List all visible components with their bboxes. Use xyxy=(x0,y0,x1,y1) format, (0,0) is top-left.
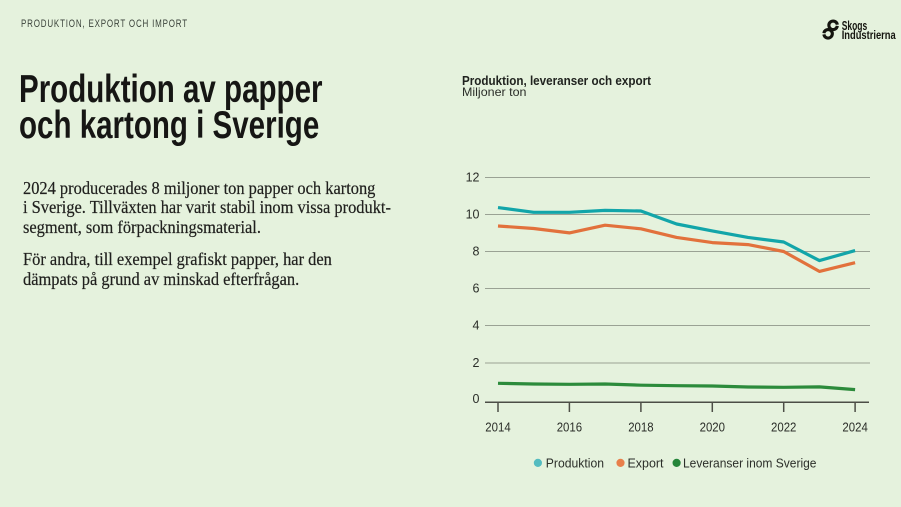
svg-text:0: 0 xyxy=(473,392,480,406)
svg-text:2024: 2024 xyxy=(842,421,867,435)
svg-text:Skogs: Skogs xyxy=(842,19,868,33)
svg-text:10: 10 xyxy=(466,208,480,222)
svg-text:2020: 2020 xyxy=(700,421,725,435)
svg-text:Produktion: Produktion xyxy=(546,456,604,470)
svg-text:Export: Export xyxy=(628,456,665,470)
svg-text:2014: 2014 xyxy=(485,421,510,435)
svg-text:4: 4 xyxy=(473,319,480,333)
svg-text:2018: 2018 xyxy=(628,421,653,435)
svg-text:Leveranser inom Sverige: Leveranser inom Sverige xyxy=(683,456,817,470)
svg-text:Miljoner ton: Miljoner ton xyxy=(462,85,527,99)
svg-text:Produktion, leveranser och exp: Produktion, leveranser och export xyxy=(462,73,652,88)
svg-text:6: 6 xyxy=(473,282,480,296)
svg-text:2016: 2016 xyxy=(557,421,582,435)
svg-text:Industrierna: Industrierna xyxy=(842,30,896,42)
svg-text:2: 2 xyxy=(473,356,480,370)
svg-text:2022: 2022 xyxy=(771,421,796,435)
svg-text:12: 12 xyxy=(466,171,480,185)
svg-text:8: 8 xyxy=(473,245,480,259)
